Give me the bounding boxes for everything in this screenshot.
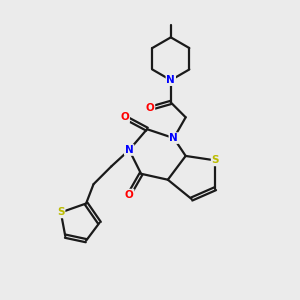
Text: N: N xyxy=(167,75,175,85)
Text: S: S xyxy=(57,207,64,218)
Text: O: O xyxy=(146,103,154,113)
Text: N: N xyxy=(169,133,178,143)
Text: S: S xyxy=(212,155,219,165)
Text: N: N xyxy=(125,145,134,155)
Text: O: O xyxy=(120,112,129,122)
Text: O: O xyxy=(125,190,134,200)
